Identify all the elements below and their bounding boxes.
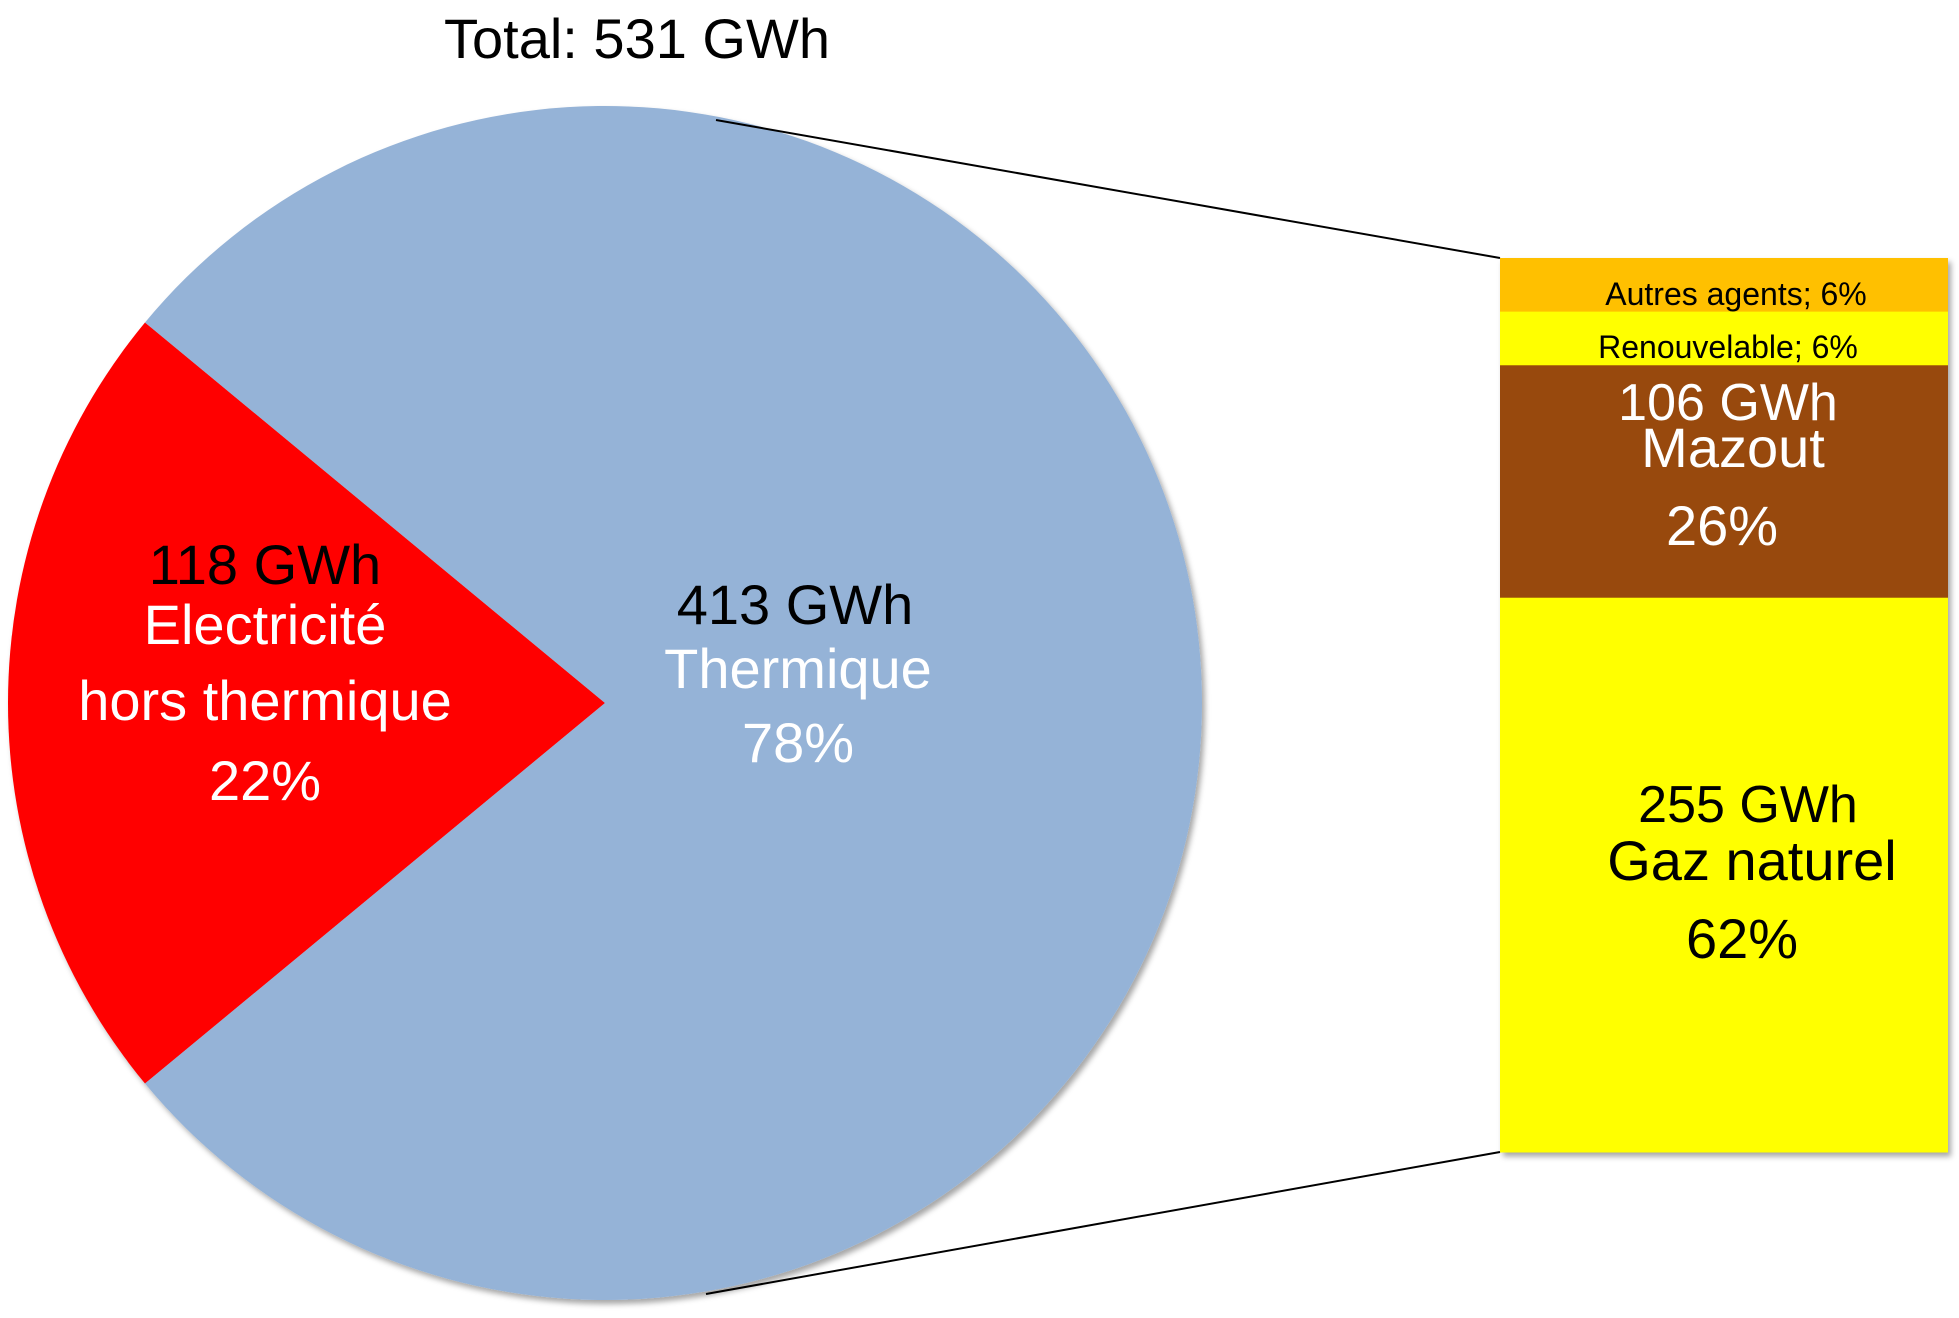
bar-name-mazout: Mazout (1641, 416, 1825, 479)
slice-name-electricite-line-1: Electricité (144, 593, 387, 656)
connector-line-bottom (705, 1151, 1501, 1295)
slice-name-thermique: Thermique (664, 637, 932, 700)
breakdown-bar (1500, 258, 1948, 1153)
bar-percent-gaz-naturel: 62% (1686, 907, 1798, 970)
bar-segment-autres-agents (1500, 258, 1948, 313)
pie (7, 105, 1202, 1300)
bar-gwh-gaz-naturel: 255 GWh (1638, 776, 1858, 834)
bar-label-autres-agents: Autres agents; 6% (1605, 276, 1866, 312)
slice-label-electricite: 118 GWh Electricité hors thermique 22% (78, 533, 452, 812)
bar-name-gaz-naturel: Gaz naturel (1607, 829, 1897, 892)
slice-percent-electricite: 22% (209, 749, 321, 812)
chart-title: Total: 531 GWh (444, 7, 830, 70)
slice-gwh-electricite: 118 GWh (149, 533, 381, 596)
slice-name-electricite-line-2: hors thermique (78, 669, 452, 732)
bar-gwh-mazout: 106 GWh (1618, 374, 1838, 432)
bar-labels: Autres agents; 6% Renouvelable; 6% 106 G… (1598, 276, 1897, 970)
bar-label-renouvelable: Renouvelable; 6% (1598, 329, 1858, 365)
slice-label-thermique: 413 GWh Thermique 78% (664, 573, 932, 774)
bar-segment-renouvelable (1500, 311, 1948, 366)
bar-segment-gaz-naturel (1500, 597, 1948, 1153)
bar-segment-mazout (1500, 365, 1948, 599)
connector-lines (705, 119, 1501, 1295)
slice-percent-thermique: 78% (742, 711, 854, 774)
slice-gwh-thermique: 413 GWh (677, 573, 914, 636)
connector-line-top (715, 119, 1501, 259)
pie-slice-electricite (7, 322, 605, 1084)
bar-percent-mazout: 26% (1666, 494, 1778, 557)
pie-slice-thermique (145, 105, 1202, 1300)
